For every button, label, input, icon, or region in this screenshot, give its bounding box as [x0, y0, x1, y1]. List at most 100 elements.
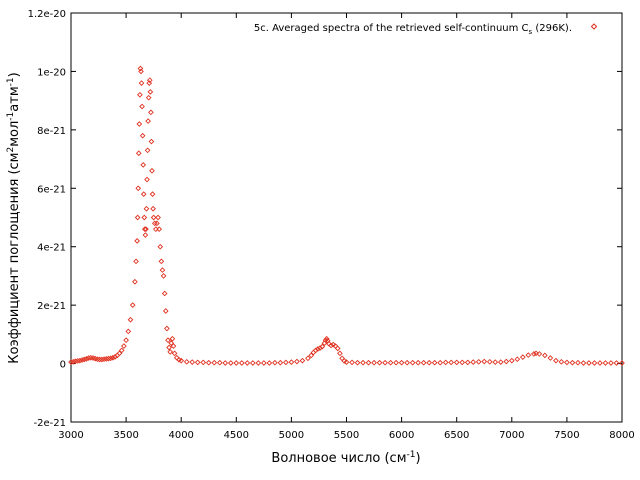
data-point — [200, 359, 207, 366]
data-point — [420, 359, 427, 366]
data-point — [323, 335, 330, 342]
data-point — [170, 343, 177, 349]
x-tick-label: 3000 — [58, 430, 83, 441]
data-point — [227, 360, 234, 366]
data-point — [138, 80, 145, 86]
data-point — [249, 360, 256, 366]
data-point — [288, 359, 295, 365]
legend-marker — [590, 23, 598, 30]
data-point — [283, 359, 289, 366]
legend: 5c. Averaged spectra of the retrieved se… — [254, 23, 598, 36]
data-point — [387, 359, 394, 366]
data-point — [608, 360, 614, 366]
data-point — [146, 77, 153, 84]
data-point — [519, 354, 526, 360]
y-axis-ticks: -2e-21 0 2e-21 4e-21 6e-21 8e-21 1e-20 1.2e-20 — [28, 9, 622, 429]
data-point — [145, 94, 152, 101]
data-point — [81, 356, 88, 363]
data-point — [371, 359, 377, 366]
data-point — [129, 302, 136, 308]
data-point — [586, 360, 592, 366]
data-point — [426, 359, 432, 366]
data-point — [277, 359, 284, 366]
y-tick-label: 4e-21 — [37, 243, 66, 254]
data-point — [110, 354, 116, 361]
data-point — [216, 359, 223, 366]
data-point — [315, 346, 321, 352]
data-point — [508, 357, 515, 364]
x-axis-ticks: 3000 3500 4000 4500 5000 5500 6000 6500 7000 7500… — [58, 13, 635, 441]
data-point — [164, 325, 170, 332]
data-point — [365, 359, 372, 366]
data-points — [68, 65, 625, 366]
data-point — [159, 267, 166, 273]
data-point — [558, 358, 565, 365]
data-point — [244, 360, 251, 366]
data-point — [564, 359, 570, 366]
data-point — [123, 337, 129, 344]
data-point — [121, 343, 127, 349]
data-point — [135, 150, 142, 157]
data-point — [135, 185, 142, 192]
data-point — [74, 358, 81, 364]
data-point — [464, 359, 471, 366]
data-point — [619, 360, 625, 366]
data-point — [169, 335, 176, 342]
data-point — [382, 359, 388, 366]
data-point — [96, 356, 103, 363]
data-point — [591, 360, 598, 366]
data-point — [154, 220, 160, 227]
data-point — [211, 359, 218, 366]
x-tick-label: 7000 — [499, 430, 524, 441]
data-point — [442, 359, 449, 366]
y-tick-label: 1e-20 — [37, 67, 66, 78]
data-point — [112, 354, 118, 360]
data-point — [569, 359, 576, 366]
data-point — [167, 349, 174, 355]
data-point — [105, 355, 112, 362]
data-point — [137, 65, 144, 72]
data-point — [134, 238, 140, 244]
data-point — [415, 359, 421, 366]
data-point — [149, 167, 155, 174]
data-point — [150, 214, 157, 221]
y-tick-label: 6e-21 — [37, 184, 66, 195]
data-point — [266, 360, 273, 366]
data-point — [136, 121, 143, 127]
y-tick-label: 1.2e-20 — [28, 9, 66, 20]
data-point — [393, 359, 399, 366]
data-point — [151, 220, 158, 227]
data-point — [553, 357, 559, 364]
data-point — [312, 347, 319, 354]
data-point — [328, 342, 334, 349]
data-point — [148, 138, 155, 145]
data-point — [149, 191, 156, 197]
x-axis-label: Волновое число (см-1) — [271, 450, 420, 466]
data-point — [580, 360, 587, 366]
data-point — [103, 356, 110, 362]
data-point — [343, 359, 350, 365]
x-tick-label: 7500 — [554, 430, 579, 441]
x-tick-label: 4000 — [168, 430, 193, 441]
data-point — [448, 359, 455, 366]
data-point — [533, 350, 539, 357]
data-point — [398, 359, 405, 366]
legend-label: 5c. Averaged spectra of the retrieved se… — [254, 23, 572, 36]
data-point — [107, 355, 114, 362]
data-point — [437, 359, 444, 366]
data-point — [597, 360, 603, 366]
data-point — [145, 118, 151, 124]
data-point — [139, 103, 145, 110]
data-point — [165, 337, 171, 344]
x-tick-label: 6000 — [389, 430, 414, 441]
data-point — [144, 176, 150, 183]
x-tick-label: 6500 — [444, 430, 469, 441]
data-point — [503, 358, 510, 365]
data-point — [317, 345, 323, 351]
data-point — [141, 214, 148, 221]
data-point — [132, 278, 138, 285]
data-point — [141, 226, 148, 233]
data-point — [453, 359, 460, 366]
data-point — [125, 328, 132, 335]
